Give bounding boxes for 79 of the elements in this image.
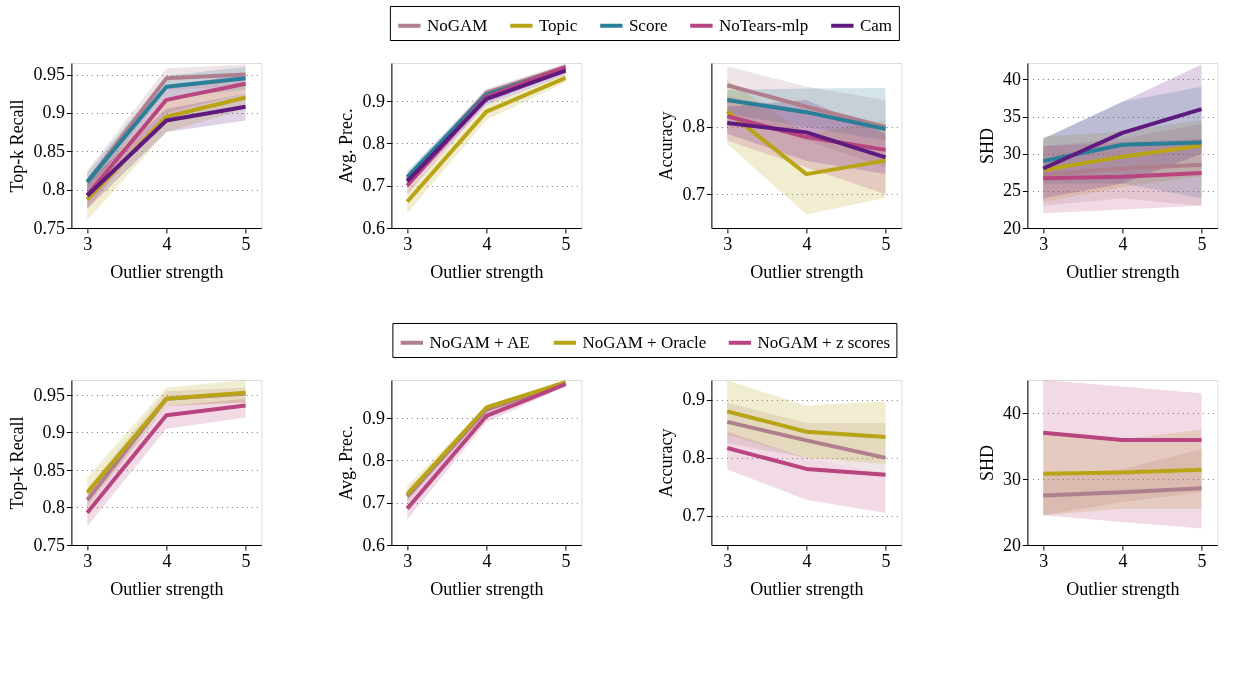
x-tick-label: 3: [403, 550, 413, 571]
x-axis-title: Outlier strength: [750, 578, 864, 599]
x-tick-label: 5: [241, 550, 251, 571]
x-tick-label: 4: [162, 233, 172, 254]
y-tick-label: 0.8: [682, 116, 705, 137]
y-tick-label: 0.6: [362, 217, 385, 238]
x-tick-label: 5: [561, 233, 571, 254]
legend-label: NoGAM: [426, 15, 488, 35]
y-tick-label: 0.7: [362, 175, 385, 196]
y-tick-label: 0.9: [42, 102, 65, 123]
x-axis-title: Outlier strength: [1066, 578, 1180, 599]
y-axis-title: Top-k Recall: [7, 416, 28, 510]
x-tick-label: 5: [881, 233, 891, 254]
x-tick-label: 4: [802, 233, 812, 254]
y-axis-title: Accuracy: [656, 428, 677, 498]
x-axis-title: Outlier strength: [1066, 261, 1180, 282]
x-axis-title: Outlier strength: [110, 261, 224, 282]
y-tick-label: 40: [1002, 402, 1021, 423]
x-tick-label: 3: [723, 233, 733, 254]
x-tick-label: 3: [1039, 550, 1049, 571]
x-tick-label: 4: [162, 550, 172, 571]
y-tick-label: 0.8: [362, 132, 385, 153]
y-tick-label: 40: [1002, 68, 1021, 89]
x-axis-title: Outlier strength: [430, 578, 544, 599]
y-axis-title: Avg. Prec.: [336, 425, 357, 501]
y-tick-label: 0.8: [682, 447, 705, 468]
legend-label: NoGAM + z scores: [757, 332, 891, 352]
legend-label: NoTears-mlp: [718, 15, 809, 35]
y-tick-label: 0.75: [33, 217, 65, 238]
y-tick-label: 20: [1002, 534, 1021, 555]
x-tick-label: 5: [241, 233, 251, 254]
y-tick-label: 35: [1002, 106, 1021, 127]
x-tick-label: 3: [83, 233, 93, 254]
x-tick-label: 3: [403, 233, 413, 254]
legend-label: NoGAM + Oracle: [582, 332, 707, 352]
legend-label: Score: [628, 15, 668, 35]
y-axis-title: Top-k Recall: [7, 99, 28, 193]
y-tick-label: 0.6: [362, 534, 385, 555]
x-tick-label: 3: [1039, 233, 1049, 254]
y-axis-title: Accuracy: [656, 111, 677, 181]
y-axis-title: Avg. Prec.: [336, 108, 357, 184]
y-tick-label: 0.8: [42, 179, 65, 200]
y-tick-label: 0.7: [682, 183, 705, 204]
x-tick-label: 4: [482, 233, 492, 254]
y-axis-title: SHD: [976, 444, 997, 482]
y-tick-label: 0.7: [682, 505, 705, 526]
x-tick-label: 5: [561, 550, 571, 571]
y-tick-label: 0.85: [33, 459, 65, 480]
x-axis-title: Outlier strength: [110, 578, 224, 599]
y-tick-label: 25: [1002, 180, 1021, 201]
x-tick-label: 5: [1197, 233, 1207, 254]
x-tick-label: 5: [881, 550, 891, 571]
y-tick-label: 0.8: [362, 449, 385, 470]
y-tick-label: 0.9: [42, 422, 65, 442]
y-tick-label: 0.9: [362, 90, 385, 111]
x-tick-label: 4: [1118, 550, 1128, 571]
y-tick-label: 0.9: [362, 407, 385, 428]
y-tick-label: 0.9: [682, 389, 705, 410]
x-tick-label: 4: [482, 550, 492, 571]
y-tick-label: 30: [1002, 143, 1021, 164]
y-axis-title: SHD: [976, 127, 997, 165]
x-axis-title: Outlier strength: [750, 261, 864, 282]
y-tick-label: 0.75: [33, 534, 65, 555]
x-tick-label: 5: [1197, 550, 1207, 571]
x-tick-label: 3: [83, 550, 93, 571]
legend-label: NoGAM + AE: [429, 332, 530, 352]
y-tick-label: 30: [1002, 468, 1021, 489]
y-tick-label: 0.95: [33, 384, 65, 405]
y-tick-label: 0.95: [33, 64, 65, 85]
x-tick-label: 3: [723, 550, 733, 571]
x-axis-title: Outlier strength: [430, 261, 544, 282]
y-tick-label: 0.8: [42, 497, 65, 517]
y-tick-label: 0.7: [362, 492, 385, 513]
y-tick-label: 20: [1002, 217, 1021, 238]
legend-label: Cam: [859, 15, 892, 35]
x-tick-label: 4: [802, 550, 812, 571]
y-tick-label: 0.85: [33, 140, 65, 161]
legend-label: Topic: [538, 15, 578, 35]
x-tick-label: 4: [1118, 233, 1128, 254]
